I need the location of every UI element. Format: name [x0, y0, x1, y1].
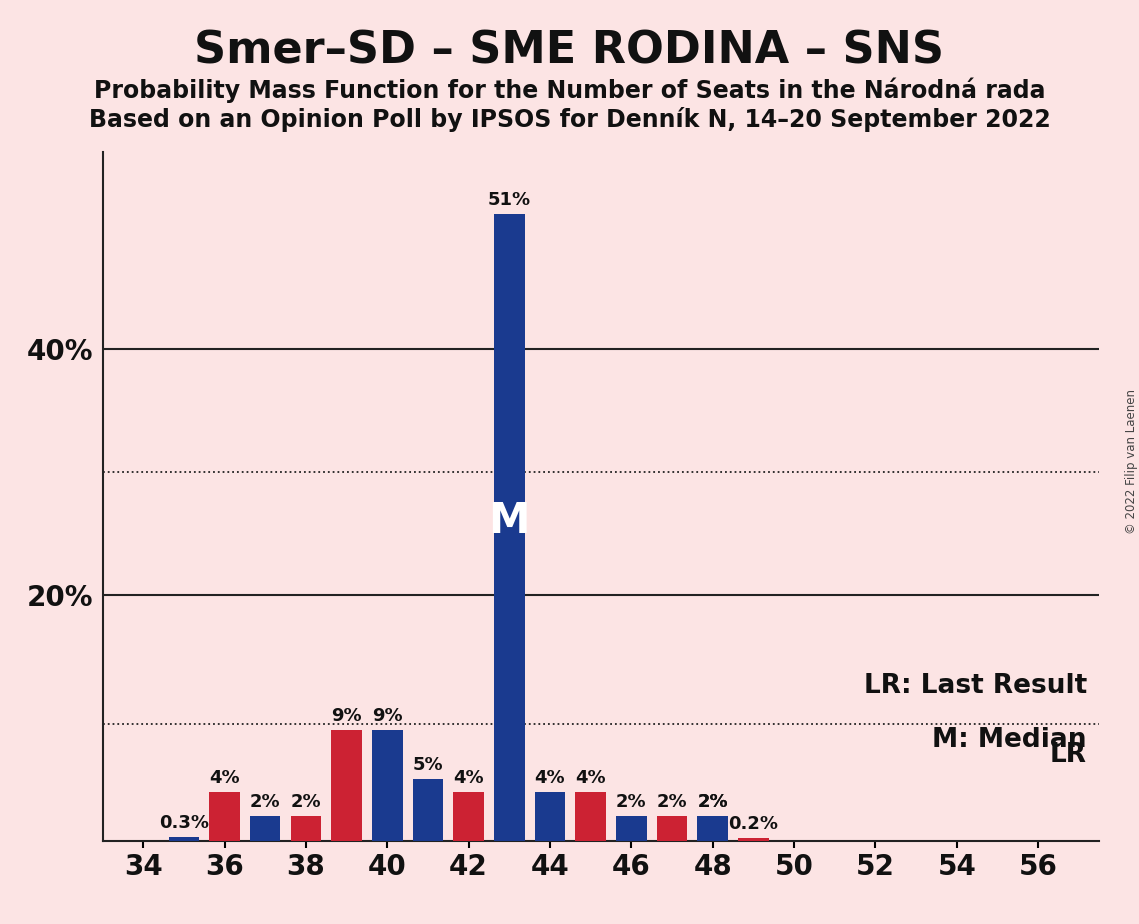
Text: 5%: 5%: [412, 757, 443, 774]
Bar: [372, 730, 402, 841]
Text: M: Median: M: Median: [933, 726, 1087, 752]
Text: 0.3%: 0.3%: [158, 814, 208, 833]
Bar: [210, 792, 240, 841]
Text: 2%: 2%: [697, 794, 728, 811]
Text: 2%: 2%: [657, 794, 687, 811]
Text: © 2022 Filip van Laenen: © 2022 Filip van Laenen: [1124, 390, 1138, 534]
Text: 2%: 2%: [249, 794, 280, 811]
Text: M: M: [489, 500, 530, 542]
Text: 4%: 4%: [575, 769, 606, 786]
Text: LR: LR: [1050, 742, 1087, 768]
Bar: [331, 730, 362, 841]
Text: 2%: 2%: [697, 794, 728, 811]
Bar: [738, 838, 769, 841]
Bar: [697, 816, 728, 841]
Text: 9%: 9%: [331, 707, 362, 725]
Bar: [697, 816, 728, 841]
Bar: [412, 779, 443, 841]
Text: LR: Last Result: LR: Last Result: [863, 674, 1087, 699]
Text: 0.2%: 0.2%: [728, 816, 778, 833]
Text: Probability Mass Function for the Number of Seats in the Národná rada: Probability Mass Function for the Number…: [93, 78, 1046, 103]
Text: 9%: 9%: [372, 707, 402, 725]
Text: 4%: 4%: [534, 769, 565, 786]
Text: 2%: 2%: [616, 794, 647, 811]
Text: 2%: 2%: [290, 794, 321, 811]
Text: Smer–SD – SME RODINA – SNS: Smer–SD – SME RODINA – SNS: [195, 30, 944, 73]
Text: 4%: 4%: [453, 769, 484, 786]
Bar: [453, 792, 484, 841]
Bar: [575, 792, 606, 841]
Bar: [290, 816, 321, 841]
Bar: [494, 214, 525, 841]
Bar: [534, 792, 565, 841]
Bar: [616, 816, 647, 841]
Text: Based on an Opinion Poll by IPSOS for Denník N, 14–20 September 2022: Based on an Opinion Poll by IPSOS for De…: [89, 107, 1050, 132]
Bar: [169, 837, 199, 841]
Bar: [657, 816, 687, 841]
Text: 4%: 4%: [210, 769, 240, 786]
Bar: [249, 816, 280, 841]
Text: 51%: 51%: [487, 191, 531, 209]
